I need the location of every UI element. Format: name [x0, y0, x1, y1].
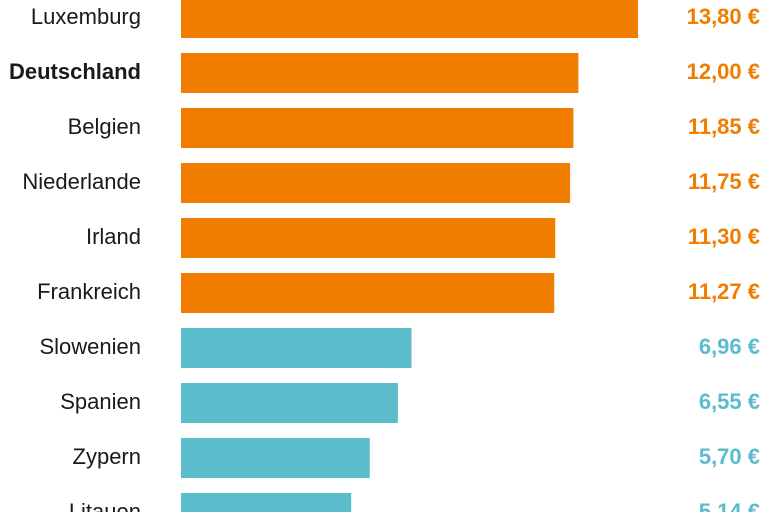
category-label: Spanien [60, 389, 141, 414]
value-label: 6,55 € [699, 389, 760, 414]
bar [181, 438, 370, 478]
category-label: Litauen [69, 499, 141, 512]
bar [181, 273, 555, 313]
value-label: 11,27 € [688, 279, 760, 304]
bar [181, 53, 579, 93]
bar [181, 0, 638, 38]
value-label: 11,75 € [688, 169, 760, 194]
value-label: 5,14 € [699, 499, 760, 512]
bar [181, 163, 571, 203]
value-label: 11,30 € [688, 224, 760, 249]
bar [181, 383, 398, 423]
bar [181, 218, 556, 258]
category-label: Niederlande [22, 169, 141, 194]
bar [181, 108, 574, 148]
bar [181, 493, 352, 512]
value-label: 11,85 € [688, 114, 760, 139]
value-label: 13,80 € [687, 4, 760, 29]
category-label: Frankreich [37, 279, 141, 304]
value-label: 5,70 € [699, 444, 760, 469]
category-label: Zypern [73, 444, 141, 469]
category-label: Slowenien [39, 334, 141, 359]
category-label: Deutschland [9, 59, 141, 84]
category-label: Irland [86, 224, 141, 249]
bar [181, 328, 412, 368]
category-label: Luxemburg [31, 4, 141, 29]
category-label: Belgien [68, 114, 141, 139]
value-label: 6,96 € [699, 334, 760, 359]
value-label: 12,00 € [687, 59, 760, 84]
